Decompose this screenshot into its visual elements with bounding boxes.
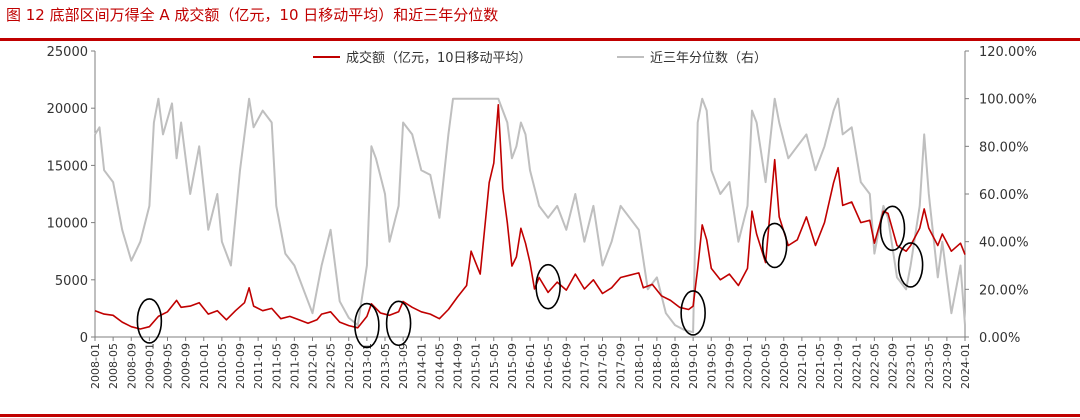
x-tick-label: 2014-05 <box>433 343 446 389</box>
annotation-circle <box>535 263 561 310</box>
x-tick-label: 2016-05 <box>542 343 555 389</box>
x-tick-label: 2022-01 <box>850 343 863 389</box>
x-tick-label: 2023-05 <box>923 343 936 389</box>
x-tick-label: 2018-01 <box>633 343 646 389</box>
x-tick-label: 2022-05 <box>868 343 881 389</box>
x-tick-label: 2021-05 <box>814 343 827 389</box>
y-right-tick-label: 100.00% <box>979 93 1037 108</box>
x-tick-label: 2017-09 <box>615 343 628 389</box>
y-right-tick-label: 120.00% <box>979 45 1037 60</box>
x-tick-label: 2012-09 <box>343 343 356 389</box>
x-tick-label: 2023-01 <box>905 343 918 389</box>
x-tick-label: 2011-09 <box>288 343 301 389</box>
x-tick-label: 2021-09 <box>832 343 845 389</box>
series-turnover <box>94 104 966 330</box>
x-tick-label: 2013-09 <box>397 343 410 389</box>
x-tick-label: 2021-01 <box>796 343 809 389</box>
y-right-tick-label: 60.00% <box>979 188 1029 203</box>
x-tick-label: 2017-01 <box>578 343 591 389</box>
x-tick-label: 2008-09 <box>125 343 138 389</box>
y-left-tick-label: 15000 <box>47 159 88 174</box>
title-rule <box>0 38 1080 41</box>
x-tick-label: 2015-09 <box>506 343 519 389</box>
x-tick-label: 2012-01 <box>307 343 320 389</box>
annotation-circle <box>879 205 906 252</box>
y-left-tick-label: 0 <box>80 331 88 346</box>
x-tick-label: 2017-05 <box>597 343 610 389</box>
annotation-circle <box>385 300 412 347</box>
chart-title: 图 12 底部区间万得全 A 成交额（亿元，10 日移动平均）和近三年分位数 <box>6 6 499 24</box>
x-tick-label: 2011-01 <box>252 343 265 389</box>
x-tick-label: 2018-09 <box>669 343 682 389</box>
x-tick-label: 2010-09 <box>234 343 247 389</box>
percentile-line <box>94 97 966 334</box>
x-tick-label: 2008-01 <box>89 343 102 389</box>
x-tick-label: 2022-09 <box>887 343 900 389</box>
x-tick-label: 2016-09 <box>560 343 573 389</box>
x-tick-label: 2023-09 <box>941 343 954 389</box>
x-tick-label: 2016-01 <box>524 343 537 389</box>
annotation-circle <box>136 298 163 344</box>
x-tick-label: 2010-05 <box>216 343 229 389</box>
legend: 成交额（亿元，10日移动平均） 近三年分位数（右） <box>313 50 767 66</box>
x-tick-label: 2024-01 <box>959 343 972 389</box>
y-right-tick-label: 80.00% <box>979 140 1029 155</box>
annotation-circle <box>897 242 924 288</box>
x-tick-label: 2019-01 <box>687 343 700 389</box>
y-right-tick-label: 20.00% <box>979 283 1029 298</box>
x-tick-label: 2009-01 <box>143 343 156 389</box>
x-tick-label: 2015-05 <box>488 343 501 389</box>
x-tick-label: 2014-01 <box>415 343 428 389</box>
x-tick-label: 2013-05 <box>379 343 392 389</box>
x-tick-label: 2008-05 <box>107 343 120 389</box>
turnover-line <box>94 104 966 330</box>
x-tick-label: 2013-01 <box>361 343 374 389</box>
legend-label-percentile: 近三年分位数（右） <box>650 51 767 66</box>
x-tick-label: 2019-05 <box>705 343 718 389</box>
annotation-circle <box>680 290 706 336</box>
annotation-circle <box>761 222 788 269</box>
x-tick-label: 2018-05 <box>651 343 664 389</box>
x-tick-label: 2020-01 <box>742 343 755 389</box>
y-left-tick-label: 25000 <box>47 45 88 60</box>
y-left-tick-label: 5000 <box>55 274 88 289</box>
x-tick-label: 2020-09 <box>778 343 791 389</box>
bottom-rule <box>0 414 1080 417</box>
annotation-circles <box>136 205 924 349</box>
series-percentile <box>94 97 966 334</box>
annotation-circle <box>354 302 380 349</box>
y-left-tick-label: 20000 <box>47 102 88 117</box>
x-tick-label: 2019-09 <box>723 343 736 389</box>
axes: 0 5000 10000 15000 20000 25000 0.00% 20.00% 40.0… <box>47 45 1037 389</box>
legend-label-turnover: 成交额（亿元，10日移动平均） <box>346 50 532 66</box>
y-right-tick-label: 40.00% <box>979 236 1029 251</box>
x-tick-label: 2010-01 <box>198 343 211 389</box>
x-tick-label: 2009-05 <box>162 343 175 389</box>
x-tick-label: 2020-05 <box>760 343 773 389</box>
y-left-tick-label: 10000 <box>47 217 88 232</box>
y-right-tick-label: 0.00% <box>979 331 1020 346</box>
x-tick-label: 2014-09 <box>452 343 465 389</box>
x-tick-label: 2009-09 <box>180 343 193 389</box>
x-tick-label: 2015-01 <box>470 343 483 389</box>
x-tick-label: 2012-05 <box>325 343 338 389</box>
x-tick-label: 2011-05 <box>270 343 283 389</box>
